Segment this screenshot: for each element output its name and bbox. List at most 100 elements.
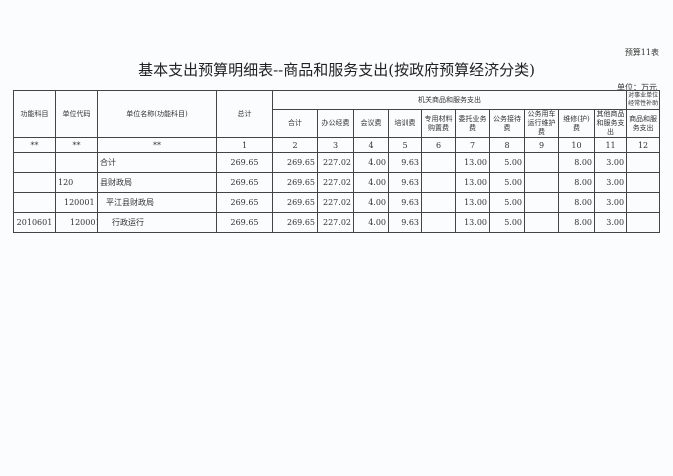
func-subject-cell [13, 192, 56, 213]
value-cell [421, 192, 456, 213]
unit-code-cell: 120001 [55, 212, 98, 233]
column-index: ** [13, 137, 56, 153]
value-cell: 8.00 [558, 152, 595, 173]
column-header: 培训费 [388, 109, 422, 138]
value-cell: 227.02 [317, 152, 354, 173]
column-index: 4 [353, 137, 389, 153]
value-cell [421, 172, 456, 193]
value-cell: 5.00 [489, 212, 525, 233]
budget-table: 功能科目 单位代码 单位名称(功能科目) 总计 机关商品和服务支出 对事业单位经… [13, 90, 661, 233]
value-cell: 227.02 [317, 172, 354, 193]
column-index: 11 [593, 137, 628, 153]
column-index: 5 [388, 137, 422, 153]
column-header: 委托业务费 [455, 109, 490, 138]
column-index: 7 [455, 137, 490, 153]
unit-name-cell: 平江县财政局 [97, 192, 217, 213]
header-total: 总计 [216, 90, 273, 138]
value-cell: 269.65 [216, 152, 273, 173]
value-cell: 13.00 [455, 152, 490, 173]
value-cell: 13.00 [455, 172, 490, 193]
value-cell: 269.65 [272, 172, 318, 193]
value-cell: 4.00 [353, 212, 389, 233]
value-cell [524, 212, 559, 233]
value-cell: 269.65 [272, 152, 318, 173]
value-cell: 8.00 [558, 192, 595, 213]
column-header: 公务接待费 [489, 109, 525, 138]
func-subject-cell [13, 152, 56, 173]
header-func-subject: 功能科目 [13, 90, 56, 138]
value-cell: 3.00 [593, 212, 628, 233]
value-cell [626, 172, 661, 193]
unit-label: 单位：万元 [617, 83, 657, 92]
value-cell: 3.00 [593, 172, 628, 193]
value-cell: 9.63 [388, 192, 422, 213]
value-cell [626, 152, 661, 173]
value-cell [524, 192, 559, 213]
func-subject-cell [13, 172, 56, 193]
value-cell [626, 192, 661, 213]
unit-name-cell: 合计 [97, 152, 217, 173]
value-cell [421, 212, 456, 233]
unit-name-cell: 县财政局 [97, 172, 217, 193]
value-cell: 4.00 [353, 172, 389, 193]
column-header: 专用材料购置费 [421, 109, 456, 138]
column-index: 2 [272, 137, 318, 153]
column-index: 3 [317, 137, 354, 153]
value-cell [626, 212, 661, 233]
value-cell: 8.00 [558, 172, 595, 193]
value-cell: 269.65 [272, 192, 318, 213]
column-header: 公务用车运行维护费 [524, 109, 559, 138]
table-row: 合计 269.65 269.65 227.02 4.00 9.63 13.00 5.00 8.0… [13, 152, 661, 173]
column-header: 其他商品和服务支出 [593, 109, 628, 138]
column-index: 8 [489, 137, 525, 153]
value-cell: 4.00 [353, 192, 389, 213]
column-index: ** [55, 137, 98, 153]
unit-code-cell: 120001 [55, 192, 98, 213]
header-group-org: 机关商品和服务支出 [271, 90, 628, 110]
value-cell [524, 152, 559, 173]
value-cell: 227.02 [317, 212, 354, 233]
column-index: 1 [216, 137, 273, 153]
header-group-subsidy: 对事业单位经常性补助 [626, 90, 661, 110]
document-title: 基本支出预算明细表--商品和服务支出(按政府预算经济分类) [138, 61, 535, 79]
column-index: 9 [524, 137, 559, 153]
value-cell: 269.65 [216, 212, 273, 233]
column-header: 会议费 [353, 109, 389, 138]
unit-code-cell [55, 152, 98, 173]
form-number: 预算11表 [624, 48, 659, 57]
value-cell: 227.02 [317, 192, 354, 213]
unit-code-cell: 120 [55, 172, 98, 193]
value-cell [421, 152, 456, 173]
column-index: 10 [558, 137, 595, 153]
value-cell: 9.63 [388, 172, 422, 193]
value-cell: 5.00 [489, 172, 525, 193]
func-subject-cell: 2010601 [13, 212, 56, 233]
value-cell: 5.00 [489, 152, 525, 173]
column-header: 办公经费 [317, 109, 354, 138]
column-index: ** [97, 137, 217, 153]
column-header: 合计 [272, 109, 318, 138]
value-cell: 269.65 [272, 212, 318, 233]
value-cell: 13.00 [455, 192, 490, 213]
value-cell [524, 172, 559, 193]
value-cell: 3.00 [593, 152, 628, 173]
value-cell: 8.00 [558, 212, 595, 233]
value-cell: 13.00 [455, 212, 490, 233]
column-index: 6 [421, 137, 456, 153]
table-row: 2010601 120001 行政运行 269.65 269.65 227.02 4.00 9… [13, 212, 661, 233]
table-row: 120 县财政局 269.65 269.65 227.02 4.00 9.63 13.00 5.… [13, 172, 661, 193]
value-cell: 3.00 [593, 192, 628, 213]
header-unit-name: 单位名称(功能科目) [97, 90, 217, 138]
column-index: 12 [626, 137, 661, 153]
column-header: 商品和服务支出 [626, 109, 661, 138]
unit-name-cell: 行政运行 [97, 212, 217, 233]
table-row: 120001 平江县财政局 269.65 269.65 227.02 4.00 9.63 13… [13, 192, 661, 213]
value-cell: 9.63 [388, 212, 422, 233]
header-unit-code: 单位代码 [55, 90, 98, 138]
value-cell: 269.65 [216, 172, 273, 193]
value-cell: 9.63 [388, 152, 422, 173]
column-header: 维修(护)费 [558, 109, 595, 138]
value-cell: 5.00 [489, 192, 525, 213]
value-cell: 4.00 [353, 152, 389, 173]
value-cell: 269.65 [216, 192, 273, 213]
